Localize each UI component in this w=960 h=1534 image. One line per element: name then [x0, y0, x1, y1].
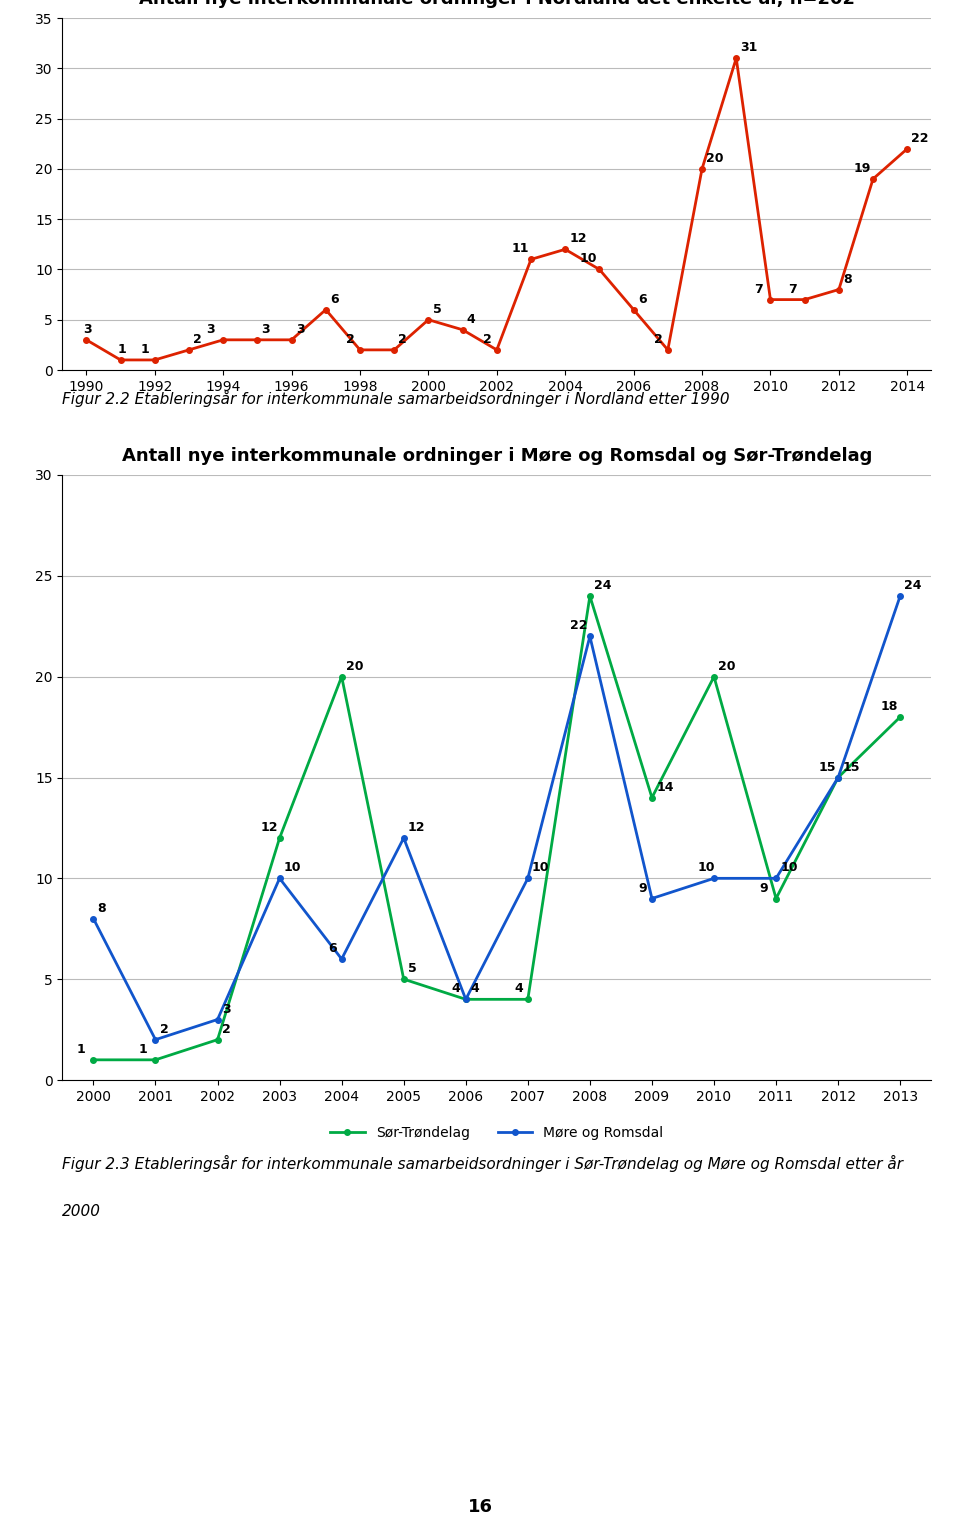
Text: 10: 10	[284, 862, 301, 874]
Text: 8: 8	[843, 273, 852, 285]
Møre og Romsdal	[832, 769, 844, 787]
Møre og Romsdal	[646, 890, 658, 908]
Legend: Sør-Trøndelag, Møre og Romsdal: Sør-Trøndelag, Møre og Romsdal	[324, 1120, 669, 1146]
Title: Antall nye interkommunale ordninger i Nordland det enkelte år, n=202: Antall nye interkommunale ordninger i No…	[139, 0, 854, 8]
Møre og Romsdal	[336, 950, 348, 968]
Text: 12: 12	[260, 821, 277, 834]
Text: 19: 19	[853, 163, 871, 175]
Text: 1: 1	[141, 344, 150, 356]
Møre og Romsdal	[460, 989, 471, 1008]
Text: 10: 10	[780, 862, 798, 874]
Text: 20: 20	[718, 660, 735, 673]
Møre og Romsdal	[212, 1011, 224, 1029]
Text: 18: 18	[880, 700, 899, 713]
Text: 1: 1	[77, 1043, 85, 1055]
Text: 3: 3	[206, 322, 215, 336]
Text: 5: 5	[433, 302, 442, 316]
Text: 11: 11	[512, 242, 529, 256]
Sør-Trøndelag	[398, 969, 410, 988]
Text: 10: 10	[532, 862, 549, 874]
Text: Figur 2.3 Etableringsår for interkommunale samarbeidsordninger i Sør-Trøndelag o: Figur 2.3 Etableringsår for interkommuna…	[62, 1155, 903, 1172]
Text: 3: 3	[261, 322, 270, 336]
Sør-Trøndelag	[584, 588, 595, 606]
Sør-Trøndelag	[646, 788, 658, 807]
Text: 20: 20	[707, 152, 724, 166]
Text: 2: 2	[398, 333, 407, 347]
Møre og Romsdal	[708, 870, 720, 888]
Text: 2: 2	[654, 333, 662, 347]
Text: 6: 6	[330, 293, 339, 305]
Text: 20: 20	[346, 660, 363, 673]
Text: 12: 12	[569, 232, 587, 245]
Sør-Trøndelag	[770, 890, 781, 908]
Sør-Trøndelag	[522, 989, 534, 1008]
Text: 22: 22	[911, 132, 929, 144]
Text: 22: 22	[570, 620, 588, 632]
Line: Møre og Romsdal: Møre og Romsdal	[90, 594, 903, 1043]
Sør-Trøndelag	[150, 1051, 161, 1069]
Text: 15: 15	[819, 761, 836, 773]
Text: 31: 31	[740, 41, 757, 54]
Text: 5: 5	[408, 962, 417, 976]
Sør-Trøndelag	[832, 769, 844, 787]
Text: 2000: 2000	[62, 1204, 102, 1218]
Sør-Trøndelag	[895, 707, 906, 726]
Text: 4: 4	[470, 982, 479, 996]
Møre og Romsdal	[150, 1031, 161, 1049]
Text: 3: 3	[222, 1003, 230, 1016]
Møre og Romsdal	[770, 870, 781, 888]
Text: 2: 2	[347, 333, 355, 347]
Text: 24: 24	[594, 578, 612, 592]
Title: Antall nye interkommunale ordninger i Møre og Romsdal og Sør-Trøndelag: Antall nye interkommunale ordninger i Mø…	[122, 446, 872, 465]
Text: 3: 3	[296, 322, 304, 336]
Text: 14: 14	[656, 781, 674, 793]
Text: 1: 1	[118, 344, 127, 356]
Sør-Trøndelag	[336, 667, 348, 686]
Møre og Romsdal	[274, 870, 285, 888]
Text: 7: 7	[754, 282, 762, 296]
Sør-Trøndelag	[87, 1051, 99, 1069]
Text: 9: 9	[759, 882, 768, 894]
Møre og Romsdal	[895, 588, 906, 606]
Text: Figur 2.2 Etableringsår for interkommunale samarbeidsordninger i Nordland etter : Figur 2.2 Etableringsår for interkommuna…	[62, 390, 730, 407]
Text: 10: 10	[580, 253, 597, 265]
Text: 4: 4	[452, 982, 461, 996]
Text: 4: 4	[467, 313, 475, 325]
Text: 10: 10	[697, 862, 715, 874]
Text: 8: 8	[98, 902, 107, 914]
Sør-Trøndelag	[708, 667, 720, 686]
Text: 16: 16	[468, 1497, 492, 1516]
Text: 9: 9	[638, 882, 647, 894]
Text: 3: 3	[84, 322, 92, 336]
Sør-Trøndelag	[460, 989, 471, 1008]
Møre og Romsdal	[87, 910, 99, 928]
Text: 2: 2	[159, 1023, 168, 1035]
Text: 15: 15	[842, 761, 860, 773]
Møre og Romsdal	[584, 627, 595, 646]
Møre og Romsdal	[398, 828, 410, 847]
Sør-Trøndelag	[274, 828, 285, 847]
Text: 6: 6	[327, 942, 336, 956]
Text: 6: 6	[637, 293, 646, 305]
Text: 7: 7	[788, 282, 797, 296]
Text: 12: 12	[408, 821, 425, 834]
Sør-Trøndelag	[212, 1031, 224, 1049]
Line: Sør-Trøndelag: Sør-Trøndelag	[90, 594, 903, 1063]
Text: 1: 1	[139, 1043, 148, 1055]
Text: 4: 4	[514, 982, 522, 996]
Text: 2: 2	[193, 333, 202, 347]
Møre og Romsdal	[522, 870, 534, 888]
Text: 2: 2	[483, 333, 492, 347]
Text: 24: 24	[904, 578, 922, 592]
Text: 2: 2	[222, 1023, 230, 1035]
